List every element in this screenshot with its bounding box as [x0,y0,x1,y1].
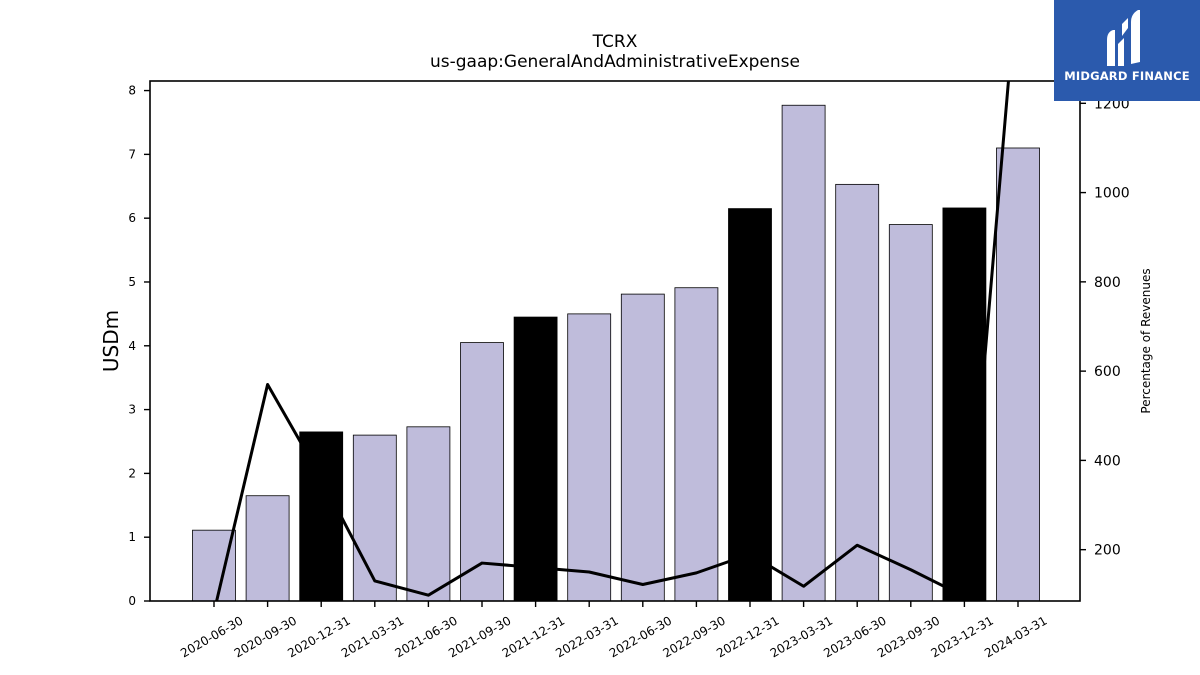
y-tick-label: 3 [128,403,136,417]
chart-title: TCRX [592,32,638,52]
y-tick-label: 4 [128,339,136,353]
bar-2023-09-30 [888,224,933,602]
y2-tick-label: 600 [1094,364,1121,380]
y-tick-label: 0 [128,594,136,608]
y-tick-label: 1 [128,530,136,544]
y-tick-label: 2 [128,466,136,480]
bar-2021-03-31 [352,434,397,602]
plot-frame [149,80,1081,602]
chart-subtitle: us-gaap:GeneralAndAdministrativeExpense [430,52,800,72]
bar-2022-03-31 [567,313,612,602]
bar-2021-12-31 [513,316,558,602]
bar-2020-12-31 [299,431,344,602]
y-axis-label: USDm [99,310,123,372]
bar-2022-06-30 [620,293,665,602]
y-tick-label: 6 [128,211,136,225]
bar-2023-03-31 [781,104,826,602]
midgard-finance-logo: MIDGARD FINANCE [1054,0,1200,101]
bar-2020-06-30 [192,529,236,602]
logo-mark-icon [1107,10,1140,66]
y2-tick-label: 1000 [1094,186,1130,202]
y2-tick-label: 200 [1094,543,1121,559]
bar-2020-09-30 [245,495,290,602]
bar-2024-03-31 [996,147,1040,602]
y-tick-label: 5 [128,275,136,289]
bar-2023-06-30 [835,183,880,602]
bar-2022-09-30 [674,287,719,602]
y-tick-label: 8 [128,84,136,98]
bar-2021-06-30 [406,426,451,602]
y2-tick-label: 400 [1094,453,1121,469]
y-tick-label: 7 [128,147,136,161]
y2-axis-label: Percentage of Revenues [1139,268,1153,413]
pct-revenue-line [215,81,1010,601]
bar-2023-12-31 [942,207,987,602]
bar-2021-09-30 [460,342,504,602]
logo-text: MIDGARD FINANCE [1064,69,1190,83]
y2-tick-label: 800 [1094,275,1121,291]
bar-2022-12-31 [728,208,772,602]
